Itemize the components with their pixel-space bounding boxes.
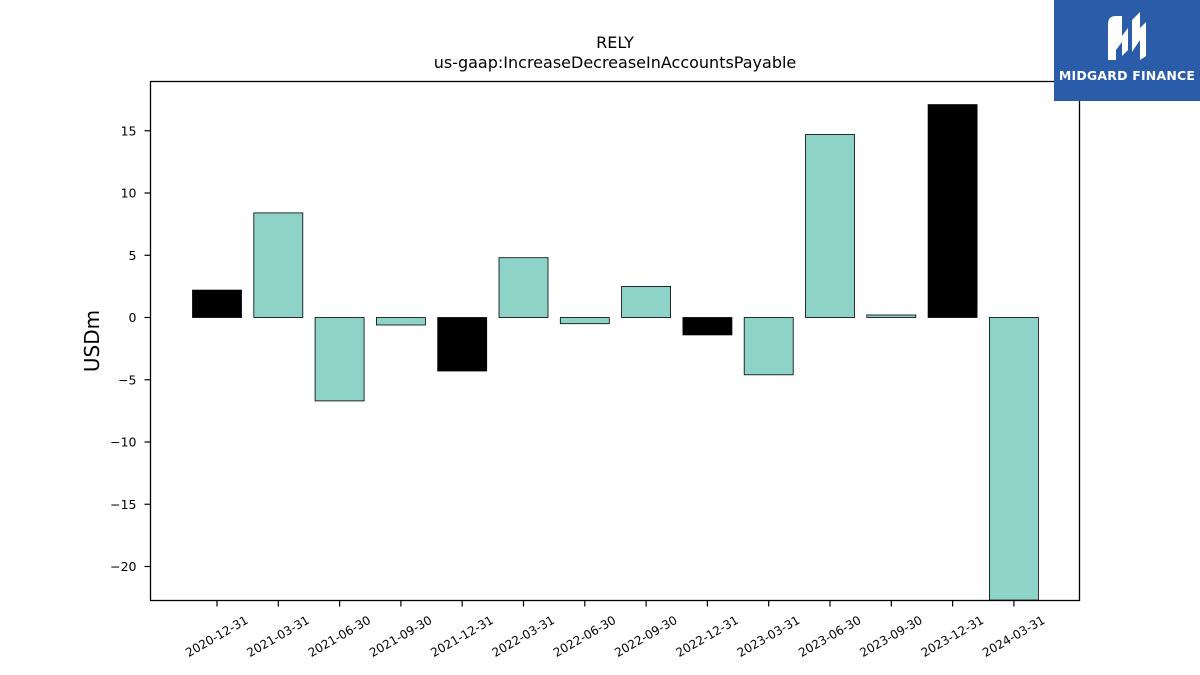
x-tick-label: 2022-09-30 [612, 613, 679, 660]
x-tick-label: 2023-03-31 [735, 613, 802, 660]
x-tick-label: 2021-06-30 [306, 613, 373, 660]
bar [192, 289, 242, 318]
midgard-finance-logo: MIDGARD FINANCE [1054, 0, 1200, 101]
bar [437, 317, 488, 372]
logo-text: MIDGARD FINANCE [1058, 68, 1196, 83]
y-ticks-group: 15 10 5 0 −5 −10 −15 −20 [110, 123, 151, 574]
x-ticks-group: 2020-12-312021-03-312021-06-302021-09-30… [183, 600, 1047, 660]
y-tick-label: 5 [129, 248, 137, 263]
y-tick-label: 10 [121, 186, 137, 201]
bar [805, 134, 855, 318]
chart-subtitle: us-gaap:IncreaseDecreaseInAccountsPayabl… [434, 53, 797, 72]
bar [621, 285, 671, 318]
x-tick-label: 2023-06-30 [796, 613, 863, 660]
bar [682, 317, 733, 336]
bar [253, 212, 304, 318]
y-tick-label: −5 [118, 372, 136, 387]
x-tick-label: 2022-03-31 [490, 613, 557, 660]
bar [989, 317, 1039, 601]
bar [498, 257, 549, 318]
x-tick-label: 2023-09-30 [857, 613, 924, 660]
x-tick-label: 2023-12-31 [919, 613, 986, 660]
x-tick-label: 2022-12-31 [673, 613, 740, 660]
y-tick-label: 0 [129, 310, 137, 325]
x-tick-label: 2022-06-30 [551, 613, 618, 660]
x-tick-label: 2024-03-31 [980, 613, 1047, 660]
midgard-logo-mark-icon [1108, 12, 1146, 60]
plot-frame [149, 80, 1081, 602]
bar [866, 314, 917, 318]
x-tick-label: 2021-09-30 [367, 613, 434, 660]
bars-group [192, 104, 1039, 601]
y-tick-label: −20 [110, 559, 136, 574]
bar [743, 317, 794, 376]
x-tick-label: 2020-12-31 [183, 613, 250, 660]
bar [559, 317, 610, 325]
y-tick-label: −15 [110, 497, 136, 512]
y-axis-label: USDm [80, 310, 104, 372]
bar [314, 317, 365, 402]
bar [927, 104, 978, 318]
y-tick-label: 15 [121, 123, 137, 138]
bar [375, 317, 426, 326]
x-tick-label: 2021-12-31 [428, 613, 495, 660]
y-tick-label: −10 [110, 435, 136, 450]
chart-title: RELY [596, 33, 634, 52]
x-tick-label: 2021-03-31 [244, 613, 311, 660]
